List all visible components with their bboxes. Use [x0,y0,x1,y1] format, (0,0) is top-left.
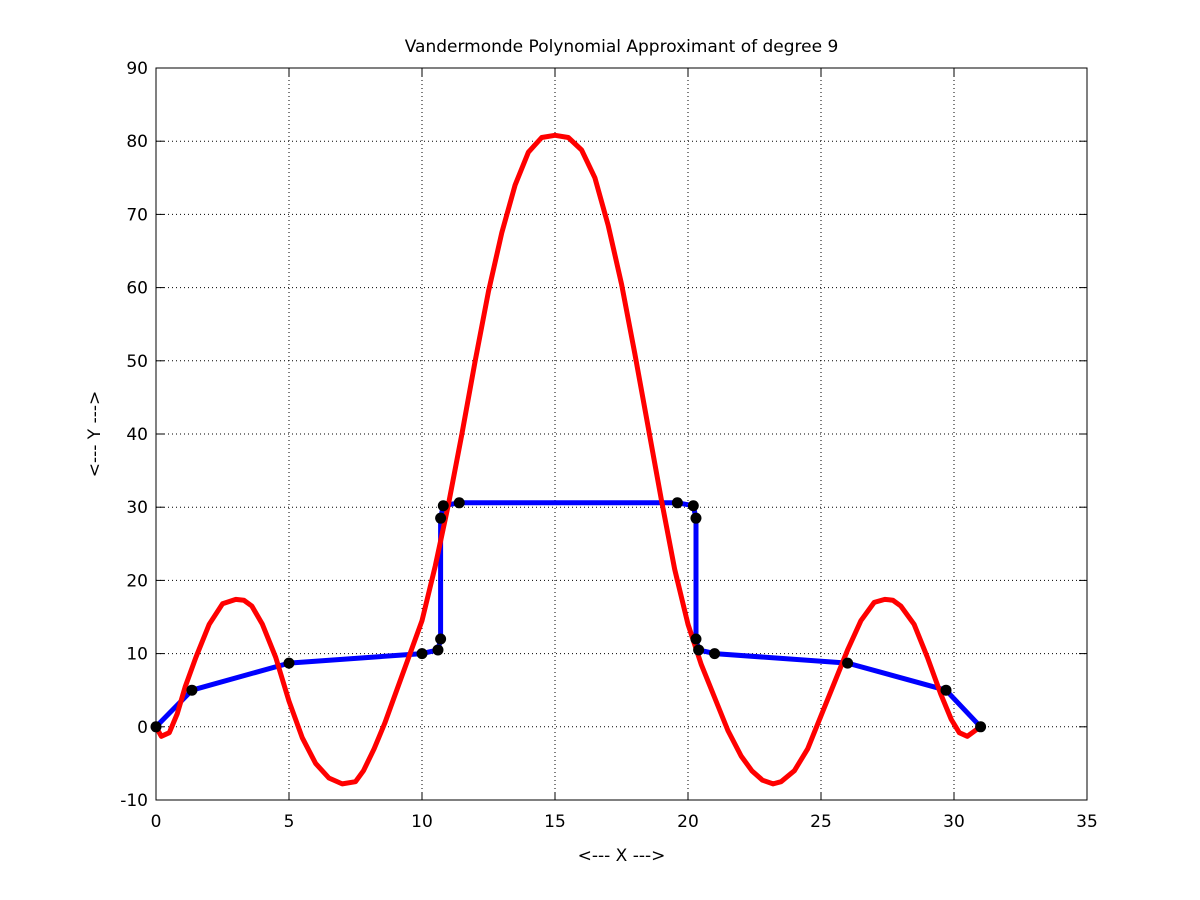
y-tick-label: 0 [137,718,148,738]
x-tick-label: 5 [284,812,295,832]
y-tick-label: 90 [126,59,148,79]
y-axis-label: <--- Y ---> [85,391,105,478]
x-tick-label: 25 [810,812,832,832]
x-tick-label: 35 [1076,812,1098,832]
data-point-marker [842,657,854,669]
data-point-marker [432,644,444,656]
data-points-line [153,500,984,730]
data-point-marker [416,648,428,660]
data-point-marker [940,684,952,696]
data-point-marker [709,648,721,660]
y-tick-label: 60 [126,279,148,299]
series [150,132,987,787]
data-point-marker [671,497,683,509]
x-tick-label: 15 [544,812,566,832]
data-point-marker [283,657,295,669]
polynomial-curve-line [153,132,984,787]
data-point-marker [453,497,465,509]
data-point-marker [693,644,705,656]
y-tick-label: 20 [126,571,148,591]
y-tick-label: 10 [126,645,148,665]
data-point-marker [435,633,447,645]
data-point-marker [437,500,449,512]
data-point-marker [186,684,198,696]
data-point-marker [975,721,987,733]
y-tick-label: -10 [120,791,148,811]
x-tick-label: 10 [411,812,433,832]
data-point-marker [690,633,702,645]
y-tick-label: 50 [126,352,148,372]
y-tick-label: 40 [126,425,148,445]
data-point-marker [150,721,162,733]
x-tick-label: 20 [677,812,699,832]
x-axis-label: <--- X ---> [578,846,666,866]
x-tick-label: 0 [151,812,162,832]
y-tick-label: 30 [126,498,148,518]
y-tick-label: 80 [126,132,148,152]
data-point-marker [435,512,447,524]
chart-title: Vandermonde Polynomial Approximant of de… [405,37,839,57]
x-tick-label: 30 [943,812,965,832]
data-point-marker [690,512,702,524]
y-tick-label: 70 [126,205,148,225]
data-point-marker [687,500,699,512]
